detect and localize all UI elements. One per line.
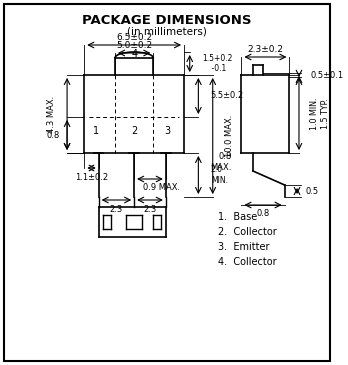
- Text: 4.  Collector: 4. Collector: [219, 257, 277, 267]
- Text: 0.9 MAX.: 0.9 MAX.: [143, 184, 180, 192]
- Text: 5.5±0.2: 5.5±0.2: [211, 92, 244, 100]
- Text: (in millimeters): (in millimeters): [127, 27, 207, 37]
- Text: 3.  Emitter: 3. Emitter: [219, 242, 270, 252]
- Text: 2.3: 2.3: [110, 204, 123, 214]
- Text: 0.5±0.1: 0.5±0.1: [310, 70, 343, 80]
- Text: 1.5+0.2
    -0.1: 1.5+0.2 -0.1: [202, 54, 232, 73]
- Text: 1: 1: [93, 126, 99, 136]
- Text: 1.1±0.2: 1.1±0.2: [75, 173, 108, 181]
- Text: 4: 4: [131, 49, 137, 59]
- Text: 2.3: 2.3: [143, 204, 157, 214]
- Text: 0.8: 0.8: [256, 210, 270, 219]
- Text: 2.0
MIN.: 2.0 MIN.: [211, 165, 228, 185]
- Text: 6.5±0.2: 6.5±0.2: [116, 34, 152, 42]
- Text: 0.8
MAX.: 0.8 MAX.: [211, 152, 232, 172]
- Text: 3: 3: [165, 126, 171, 136]
- Text: 1.  Base: 1. Base: [219, 212, 258, 222]
- Text: 2.  Collector: 2. Collector: [219, 227, 277, 237]
- Text: 0.5: 0.5: [306, 187, 319, 196]
- Text: 5.0±0.2: 5.0±0.2: [116, 42, 152, 50]
- Text: 4.3 MAX.: 4.3 MAX.: [47, 95, 56, 132]
- Text: PACKAGE DIMENSIONS: PACKAGE DIMENSIONS: [82, 14, 252, 27]
- Text: 0.8: 0.8: [46, 131, 60, 139]
- Text: 2: 2: [131, 126, 137, 136]
- Text: 1.0 MIN.
1.5 TYP.: 1.0 MIN. 1.5 TYP.: [310, 98, 330, 130]
- Text: 10.0 MAX.: 10.0 MAX.: [226, 115, 235, 157]
- Text: 2.3±0.2: 2.3±0.2: [247, 45, 283, 54]
